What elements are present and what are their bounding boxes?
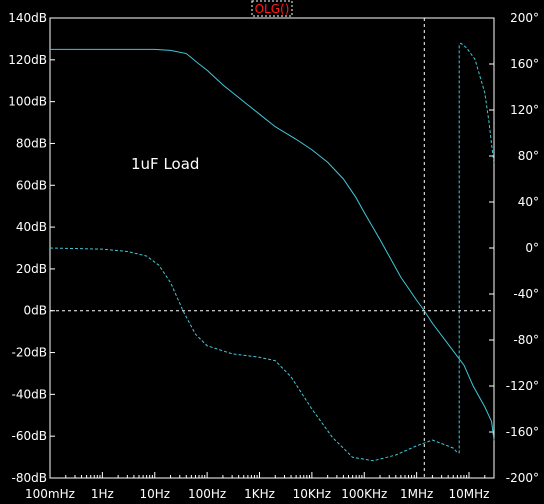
load-annotation: 1uF Load <box>131 155 199 173</box>
x-tick-label: 10KHz <box>293 487 331 501</box>
x-tick-label: 1Hz <box>91 487 114 501</box>
right-y-tick-label: -160° <box>506 425 539 439</box>
left-y-tick-label: 60dB <box>16 178 47 192</box>
axis-ticks: 140dB 120dB 100dB 80dB 60dB 40dB 20dB 0dB -20dB -… <box>8 11 539 501</box>
right-y-tick-label: 120° <box>510 103 539 117</box>
phase-curve <box>49 42 495 462</box>
x-tick-label: 10Hz <box>139 487 170 501</box>
right-y-tick-label: 80° <box>518 149 539 163</box>
x-tick-label: 100KHz <box>341 487 387 501</box>
left-y-tick-label: 80dB <box>16 136 47 150</box>
right-y-tick-label: 160° <box>510 57 539 71</box>
right-y-tick-label: -120° <box>506 379 539 393</box>
left-y-tick-label: 140dB <box>8 11 47 25</box>
right-y-tick-label: -80° <box>513 333 539 347</box>
right-y-tick-label: -40° <box>513 287 539 301</box>
right-y-tick-label: 40° <box>518 195 539 209</box>
cursor-crosshair <box>50 18 494 478</box>
legend-label: OLG() <box>255 2 290 16</box>
right-y-tick-label: 0° <box>525 241 539 255</box>
x-tick-label: 1KHz <box>244 487 275 501</box>
left-y-tick-label: -40dB <box>12 387 47 401</box>
left-y-tick-label: -20dB <box>12 346 47 360</box>
left-y-tick-label: 100dB <box>8 95 47 109</box>
left-y-tick-label: 40dB <box>16 220 47 234</box>
magnitude-curve <box>50 48 495 441</box>
x-tick-label: 10MHz <box>449 487 490 501</box>
x-tick-label: 100mHz <box>25 487 75 501</box>
right-y-tick-label: -200° <box>506 471 539 485</box>
left-y-tick-label: -80dB <box>12 471 47 485</box>
legend-box <box>251 0 293 17</box>
x-tick-label: 100Hz <box>188 487 226 501</box>
right-y-tick-label: 200° <box>510 11 539 25</box>
left-y-tick-label: 20dB <box>16 262 47 276</box>
plot-series <box>49 42 495 462</box>
left-y-tick-label: -60dB <box>12 429 47 443</box>
left-y-tick-label: 120dB <box>8 53 47 67</box>
left-y-tick-label: 0dB <box>24 304 47 318</box>
x-tick-label: 1MHz <box>400 487 433 501</box>
